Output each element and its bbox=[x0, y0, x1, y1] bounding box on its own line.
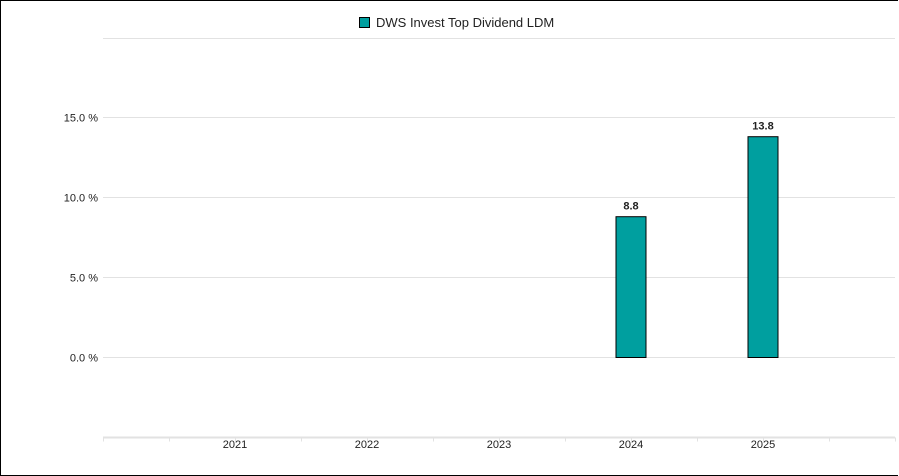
x-tick-label: 2022 bbox=[355, 439, 379, 451]
x-tick-label: 2025 bbox=[751, 439, 775, 451]
chart-legend: DWS Invest Top Dividend LDM bbox=[359, 13, 554, 31]
bar bbox=[615, 216, 647, 358]
bar-data-label: 8.8 bbox=[623, 201, 638, 213]
y-tick-label: 15.0 % bbox=[64, 113, 98, 125]
legend-swatch-icon bbox=[359, 16, 370, 28]
x-tick-label: 2021 bbox=[223, 439, 247, 451]
bar bbox=[747, 136, 779, 358]
legend-label: DWS Invest Top Dividend LDM bbox=[376, 14, 555, 30]
y-tick-label: 5.0 % bbox=[70, 273, 98, 285]
y-tick-label: 10.0 % bbox=[64, 193, 98, 205]
x-tick-label: 2024 bbox=[619, 439, 643, 451]
x-tick-label: 2023 bbox=[487, 439, 511, 451]
bar-data-label: 13.8 bbox=[752, 121, 773, 133]
y-tick-label: 0.0 % bbox=[70, 353, 98, 365]
